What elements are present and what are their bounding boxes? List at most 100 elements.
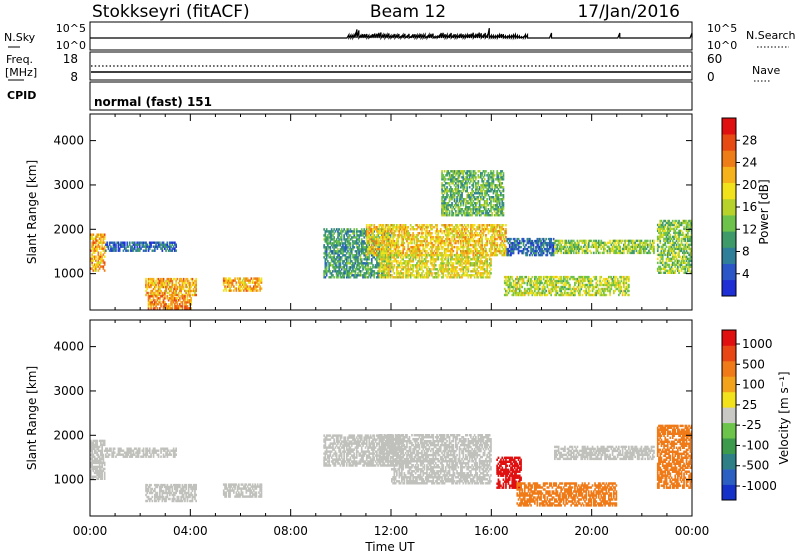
scatter-cell xyxy=(500,208,502,211)
scatter-cell xyxy=(407,272,409,275)
scatter-cell xyxy=(481,253,483,257)
scatter-cell xyxy=(526,289,529,293)
scatter-cell xyxy=(470,249,472,253)
scatter-cell xyxy=(113,247,116,250)
scatter-cell xyxy=(444,243,447,247)
scatter-cell xyxy=(490,268,492,271)
scatter-cell xyxy=(505,291,507,295)
scatter-cell xyxy=(443,190,446,193)
scatter-cell xyxy=(125,247,127,250)
scatter-cell xyxy=(404,260,407,263)
scatter-cell xyxy=(170,303,172,306)
scatter-cell xyxy=(448,190,451,193)
scatter-cell xyxy=(447,206,450,209)
scatter-cell xyxy=(451,208,453,211)
scatter-cell xyxy=(456,272,458,275)
scatter-cell xyxy=(254,283,256,286)
scatter-cell xyxy=(334,260,337,263)
scatter-cell xyxy=(229,279,231,282)
scatter-cell xyxy=(368,232,371,235)
scatter-cell xyxy=(376,260,378,263)
scatter-cell xyxy=(569,283,571,287)
scatter-cell xyxy=(253,277,255,280)
scatter-cell xyxy=(355,264,358,267)
scatter-cell xyxy=(544,275,546,279)
scatter-cell xyxy=(111,241,113,244)
scatter-cell xyxy=(571,287,574,291)
scatter-cell xyxy=(452,262,455,265)
scatter-cell xyxy=(502,228,505,231)
scatter-cell xyxy=(130,245,132,248)
scatter-cell xyxy=(377,272,379,275)
scatter-cell xyxy=(133,247,136,250)
scatter-cell xyxy=(349,254,352,257)
scatter-cell xyxy=(350,274,353,277)
scatter-cell xyxy=(520,283,522,287)
scatter-cell xyxy=(461,245,463,249)
scatter-cell xyxy=(407,270,409,273)
scatter-cell xyxy=(105,249,107,252)
scatter-cell xyxy=(370,270,373,273)
scatter-cell xyxy=(427,226,430,229)
scatter-cell xyxy=(396,245,398,249)
scatter-cell xyxy=(537,287,540,291)
scatter-cell xyxy=(449,247,452,251)
scatter-cell xyxy=(333,250,335,253)
scatter-cell xyxy=(249,281,251,284)
scatter-cell xyxy=(458,196,461,199)
scatter-cell xyxy=(444,247,447,251)
scatter-cell xyxy=(357,262,359,265)
scatter-cell xyxy=(423,262,426,265)
scatter-cell xyxy=(174,277,176,281)
scatter-cell xyxy=(358,250,361,253)
scatter-cell xyxy=(401,251,403,255)
scatter-cell xyxy=(447,208,450,211)
scatter-cell xyxy=(378,236,381,239)
scatter-cell xyxy=(488,178,491,181)
scatter-cell xyxy=(343,264,345,267)
scatter-cell xyxy=(446,247,448,251)
scatter-cell xyxy=(451,232,453,235)
scatter-cell xyxy=(383,239,386,243)
cpid-frame xyxy=(89,81,693,111)
scatter-cell xyxy=(502,172,505,175)
scatter-cell xyxy=(424,276,427,279)
scatter-cell xyxy=(481,180,483,183)
scatter-cell xyxy=(551,249,554,253)
scatter-cell xyxy=(442,204,445,207)
scatter-cell xyxy=(106,243,108,246)
scatter-cell xyxy=(546,281,549,285)
scatter-cell xyxy=(498,210,501,213)
scatter-cell xyxy=(456,204,458,207)
scatter-cell xyxy=(505,247,507,251)
scatter-cell xyxy=(496,224,499,227)
scatter-cell xyxy=(442,245,445,249)
scatter-cell xyxy=(416,256,418,259)
scatter-cell xyxy=(462,204,465,207)
scatter-cell xyxy=(407,235,409,239)
scatter-cell xyxy=(551,287,554,291)
scatter-cell xyxy=(554,279,556,283)
scatter-cell xyxy=(547,289,550,293)
scatter-cell xyxy=(439,235,442,239)
scatter-cell xyxy=(476,182,478,185)
scatter-cell xyxy=(181,295,184,298)
scatter-cell xyxy=(373,242,376,245)
scatter-cell xyxy=(472,174,475,177)
scatter-cell xyxy=(381,245,383,249)
scatter-cell xyxy=(126,241,129,244)
scatter-cell xyxy=(442,270,445,273)
scatter-cell xyxy=(540,239,542,243)
scatter-cell xyxy=(393,276,396,279)
scatter-cell xyxy=(338,240,340,243)
scatter-cell xyxy=(576,279,579,283)
scatter-cell xyxy=(512,289,515,293)
scatter-cell xyxy=(391,241,393,245)
scatter-cell xyxy=(93,241,96,244)
scatter-cell xyxy=(512,283,515,287)
scatter-cell xyxy=(354,258,357,261)
scatter-cell xyxy=(546,275,549,279)
scatter-cell xyxy=(347,238,349,241)
scatter-cell xyxy=(244,287,246,290)
scatter-cell xyxy=(391,274,393,277)
